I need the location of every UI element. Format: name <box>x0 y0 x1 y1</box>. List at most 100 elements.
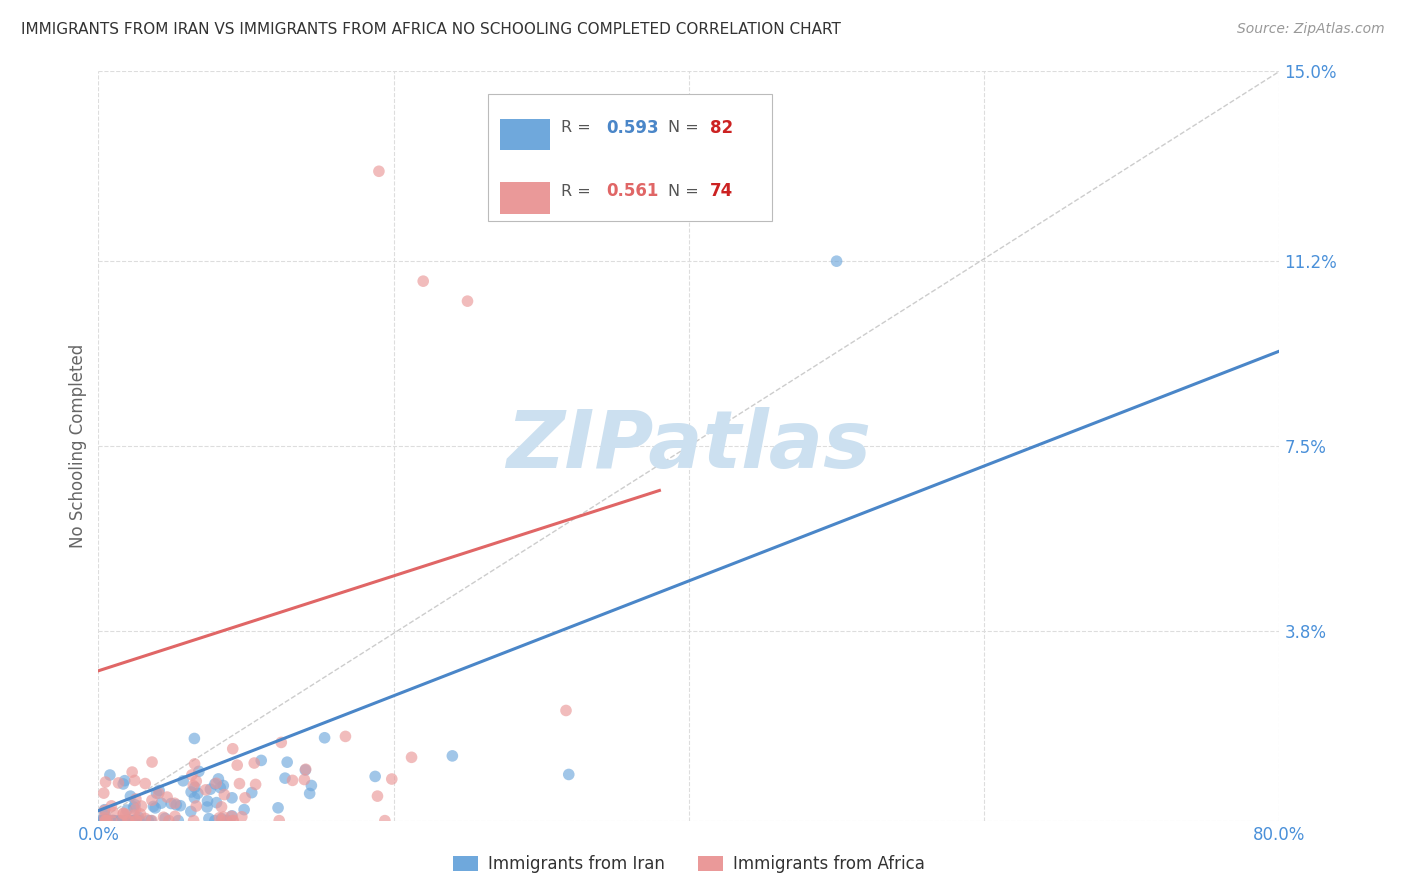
Point <box>112 814 135 828</box>
Point <box>117 814 139 828</box>
Point <box>233 790 256 805</box>
Point <box>294 762 316 776</box>
Point <box>558 767 581 781</box>
Point <box>233 803 256 817</box>
Point <box>112 806 135 821</box>
Point <box>226 758 249 772</box>
Point <box>214 788 236 802</box>
Text: ZIPatlas: ZIPatlas <box>506 407 872 485</box>
Point <box>125 792 148 806</box>
Point <box>165 797 187 812</box>
Point <box>120 789 142 804</box>
Point <box>183 731 205 746</box>
Point <box>143 801 166 815</box>
Point <box>245 777 267 791</box>
Point <box>209 780 232 795</box>
Point <box>186 799 208 814</box>
Point <box>148 786 170 800</box>
Point <box>112 777 135 791</box>
Point <box>180 785 202 799</box>
Point <box>114 773 136 788</box>
Point <box>276 755 298 769</box>
Point <box>274 771 297 785</box>
Point <box>110 814 132 828</box>
Point <box>142 799 165 814</box>
Point <box>94 814 117 828</box>
Text: IMMIGRANTS FROM IRAN VS IMMIGRANTS FROM AFRICA NO SCHOOLING COMPLETED CORRELATIO: IMMIGRANTS FROM IRAN VS IMMIGRANTS FROM … <box>21 22 841 37</box>
Point <box>825 254 848 268</box>
Point <box>187 786 209 800</box>
Point <box>401 750 423 764</box>
Point <box>184 780 207 795</box>
Point <box>124 773 146 788</box>
Point <box>366 789 388 804</box>
Point <box>299 779 322 793</box>
Point <box>221 790 243 805</box>
Point <box>228 776 250 790</box>
Point <box>118 814 141 828</box>
Point <box>221 814 243 828</box>
Point <box>152 810 174 824</box>
Point <box>139 814 162 828</box>
Point <box>115 814 138 828</box>
Point <box>217 814 239 828</box>
Y-axis label: No Schooling Completed: No Schooling Completed <box>69 344 87 548</box>
Point <box>221 809 243 823</box>
Point <box>222 814 245 828</box>
Point <box>93 811 115 825</box>
Point <box>107 776 129 790</box>
Point <box>441 748 464 763</box>
Point <box>96 814 118 828</box>
Point <box>374 814 396 828</box>
Point <box>208 811 231 825</box>
Text: R =: R = <box>561 120 596 135</box>
Point <box>267 801 290 815</box>
Point <box>94 814 117 828</box>
FancyBboxPatch shape <box>488 94 772 221</box>
Point <box>117 814 139 828</box>
Point <box>172 773 194 788</box>
Point <box>118 814 141 828</box>
Point <box>412 274 434 288</box>
Text: 82: 82 <box>710 119 734 136</box>
Point <box>125 814 148 828</box>
Point <box>100 814 122 828</box>
Point <box>381 772 404 786</box>
Point <box>163 797 186 811</box>
Point <box>294 763 316 777</box>
Point <box>122 800 145 814</box>
Point <box>125 814 148 828</box>
Text: 0.561: 0.561 <box>606 182 658 200</box>
Point <box>101 814 124 828</box>
Point <box>231 810 253 824</box>
Point <box>212 810 235 824</box>
Point <box>205 776 228 790</box>
Point <box>200 782 222 797</box>
Point <box>115 814 138 828</box>
Point <box>124 808 146 822</box>
Point <box>180 768 202 782</box>
Point <box>292 772 315 787</box>
Point <box>270 735 292 749</box>
FancyBboxPatch shape <box>501 182 550 214</box>
Point <box>141 755 163 769</box>
Point <box>187 764 209 779</box>
Point <box>103 814 125 828</box>
Point <box>211 812 233 826</box>
Text: 0.593: 0.593 <box>606 119 659 136</box>
Point <box>211 814 233 828</box>
Point <box>112 814 135 828</box>
Point <box>121 814 143 828</box>
Point <box>121 814 143 828</box>
Point <box>207 772 229 786</box>
Point <box>94 814 117 828</box>
Legend: Immigrants from Iran, Immigrants from Africa: Immigrants from Iran, Immigrants from Af… <box>446 848 932 880</box>
Point <box>129 807 152 822</box>
Point <box>269 814 291 828</box>
Point <box>163 809 186 823</box>
Point <box>100 798 122 813</box>
Point <box>221 809 243 823</box>
Text: N =: N = <box>668 120 703 135</box>
Point <box>114 807 136 822</box>
Point <box>115 803 138 817</box>
